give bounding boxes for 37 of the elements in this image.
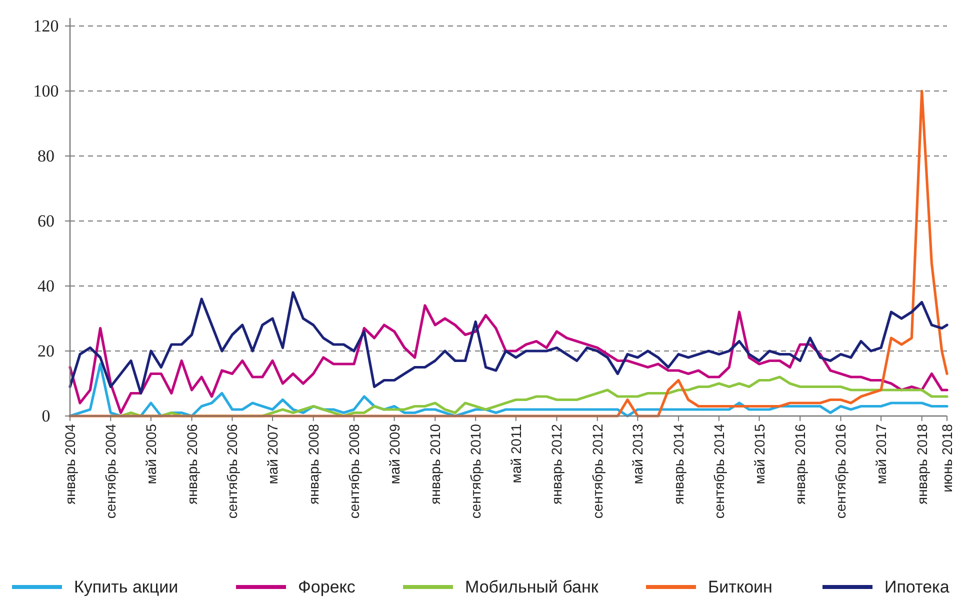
x-tick-label: январь 2010 [427,424,444,504]
x-tick-label: сентябрь 2016 [832,424,849,519]
x-tick-label: сентябрь 2008 [346,424,362,519]
x-tick-label: сентябрь 2010 [468,424,484,519]
legend-label: Купить акции [74,578,178,596]
legend-label: Мобильный банк [465,578,599,596]
x-tick-label: январь 2006 [184,424,200,504]
x-tick-label: сентябрь 2006 [224,424,240,519]
legend-label: Ипотека [884,578,950,596]
line-series [68,291,948,395]
y-tick-label: 60 [38,212,54,230]
x-tick-label: сентябрь 2004 [102,424,119,519]
x-tick-label: январь 2014 [670,424,686,504]
y-tick-label: 0 [42,406,50,426]
x-tick-label: сентябрь 2014 [710,424,727,519]
y-tick-label: 100 [33,82,59,100]
y-tick-label: 80 [38,146,54,166]
legend-label: Форекс [298,578,356,596]
y-tick-label: 20 [38,342,54,360]
x-tick-label: май 2017 [873,424,890,484]
legend-label: Биткоин [708,578,772,596]
x-tick-label: июнь 2018 [939,424,955,492]
y-tick-label: 40 [38,276,54,296]
x-tick-label: январь 2004 [62,424,78,504]
x-tick-label: май 2011 [508,424,524,484]
x-tick-label: май 2005 [142,424,159,484]
x-tick-label: май 2013 [630,424,646,484]
line-series [68,304,948,414]
x-tick-label: май 2007 [264,424,281,484]
x-tick-label: сентябрь 2012 [589,424,606,519]
x-tick-label: январь 2016 [792,424,808,504]
x-tick-label: январь 2008 [305,424,322,504]
x-tick-label: май 2015 [751,424,768,484]
x-tick-label: январь 2012 [548,424,565,504]
y-tick-label: 120 [33,16,59,36]
x-tick-label: май 2009 [386,424,402,484]
x-tick-label: январь 2018 [914,424,930,504]
